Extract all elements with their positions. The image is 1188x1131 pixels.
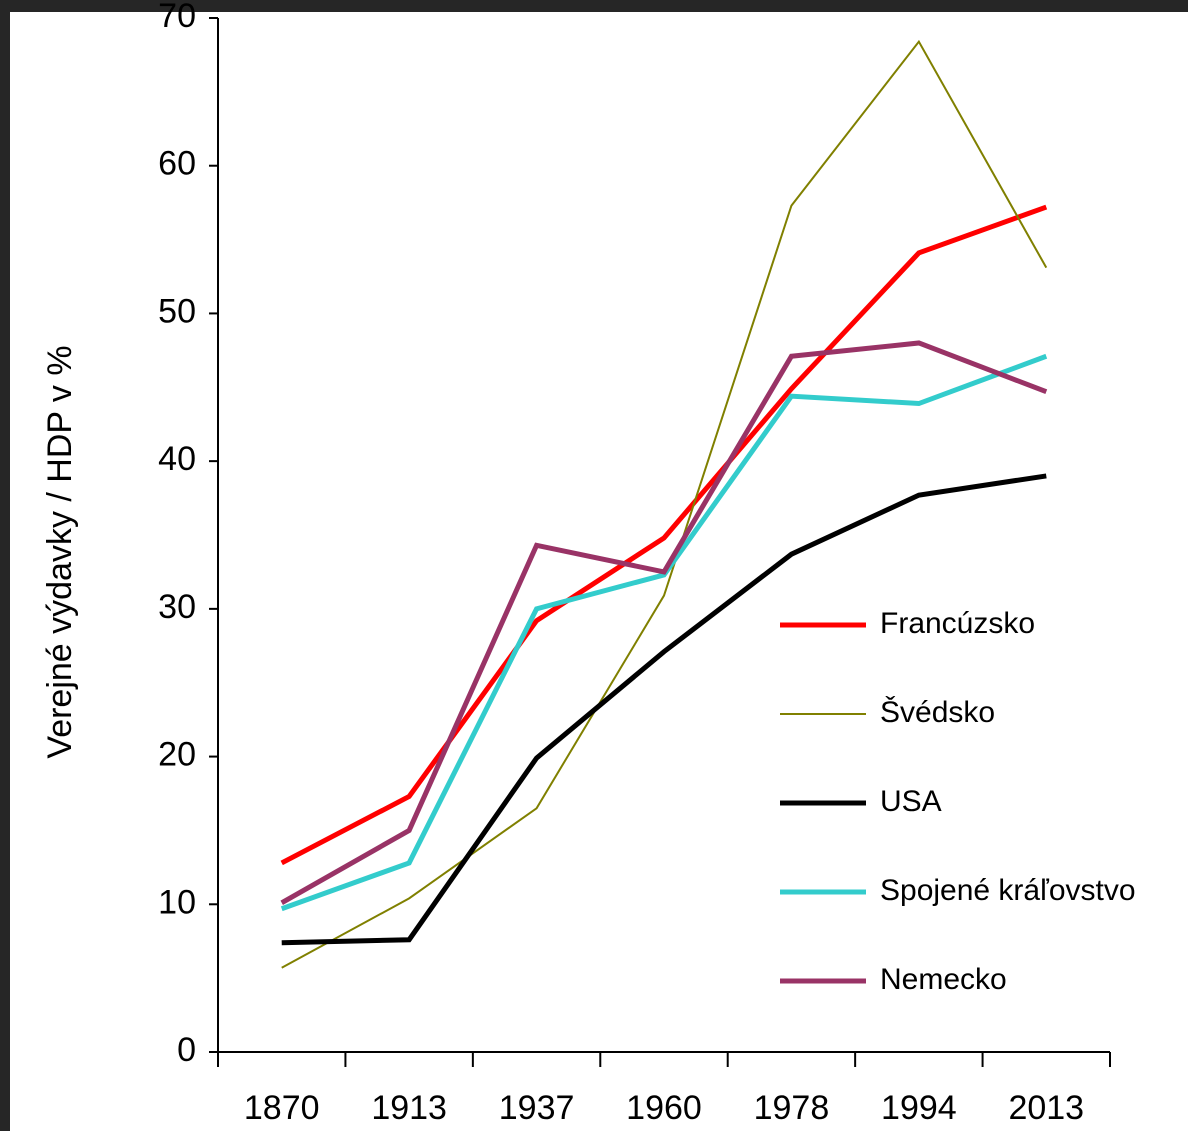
y-tick-label: 50 bbox=[158, 292, 196, 330]
y-tick-label: 30 bbox=[158, 588, 196, 626]
x-tick-label: 1937 bbox=[499, 1089, 575, 1127]
x-tick-label: 1870 bbox=[244, 1089, 320, 1127]
series-line bbox=[280, 204, 1048, 866]
series-line bbox=[281, 473, 1047, 946]
y-tick-label: 20 bbox=[158, 736, 196, 774]
x-tick-label: 1978 bbox=[754, 1089, 830, 1127]
y-tick-label: 0 bbox=[177, 1031, 196, 1069]
series-line bbox=[280, 340, 1048, 905]
x-tick-label: 2013 bbox=[1008, 1089, 1084, 1127]
plot-background bbox=[10, 12, 1188, 1131]
legend-label: Nemecko bbox=[880, 963, 1007, 996]
y-tick-label: 70 bbox=[158, 0, 196, 35]
series-line bbox=[280, 353, 1048, 912]
legend-label: Švédsko bbox=[880, 695, 995, 729]
y-tick-label: 10 bbox=[158, 883, 196, 921]
legend-label: Spojené kráľovstvo bbox=[880, 874, 1136, 907]
x-tick-label: 1960 bbox=[626, 1089, 702, 1127]
legend-label: Francúzsko bbox=[880, 607, 1035, 640]
y-tick-label: 60 bbox=[158, 145, 196, 183]
x-tick-label: 1913 bbox=[371, 1089, 447, 1127]
legend-label: USA bbox=[880, 785, 942, 818]
series-line bbox=[281, 39, 1048, 969]
y-tick-label: 40 bbox=[158, 440, 196, 478]
x-tick-label: 1994 bbox=[881, 1089, 957, 1127]
y-axis-label: Verejné výdavky / HDP v % bbox=[41, 345, 79, 758]
